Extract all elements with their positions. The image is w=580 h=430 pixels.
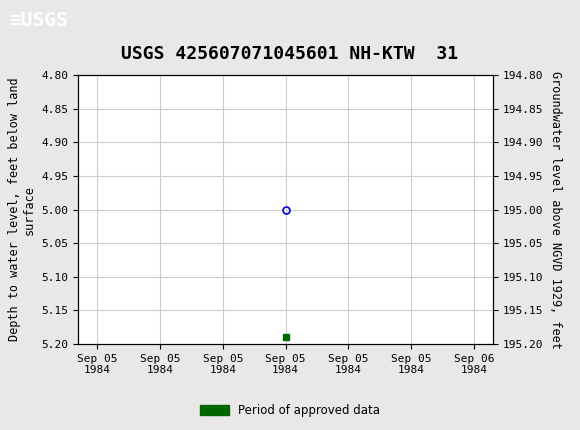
Y-axis label: Groundwater level above NGVD 1929, feet: Groundwater level above NGVD 1929, feet	[549, 71, 562, 349]
Text: ≡USGS: ≡USGS	[9, 11, 67, 30]
Y-axis label: Depth to water level, feet below land
surface: Depth to water level, feet below land su…	[8, 78, 36, 341]
Legend: Period of approved data: Period of approved data	[195, 399, 385, 422]
Text: USGS 425607071045601 NH-KTW  31: USGS 425607071045601 NH-KTW 31	[121, 45, 459, 63]
